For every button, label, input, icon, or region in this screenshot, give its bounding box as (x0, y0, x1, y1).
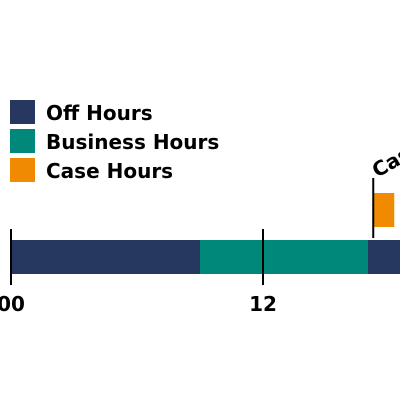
legend: Off Hours Business Hours Case Hours (10, 100, 219, 183)
case-hours-group: Cas (368, 142, 400, 238)
legend-label-case-hours: Case Hours (46, 159, 173, 183)
case-hours-bar (373, 193, 395, 227)
tick-label-12: 12 (249, 292, 277, 316)
legend-label-business-hours: Business Hours (46, 130, 219, 154)
legend-swatch-off-hours (10, 100, 35, 124)
legend-label-off-hours: Off Hours (46, 101, 153, 125)
segment-business-hours-1 (200, 240, 368, 274)
segment-off-hours-2 (368, 240, 400, 274)
segment-off-hours-0 (11, 240, 200, 274)
legend-swatch-case-hours (10, 158, 35, 182)
axis-ticks: 00 12 (0, 229, 277, 316)
case-hours-annotation: Cas (368, 142, 400, 183)
timeline-bar (11, 240, 400, 274)
legend-swatch-business-hours (10, 129, 35, 153)
tick-label-00: 00 (0, 292, 25, 316)
